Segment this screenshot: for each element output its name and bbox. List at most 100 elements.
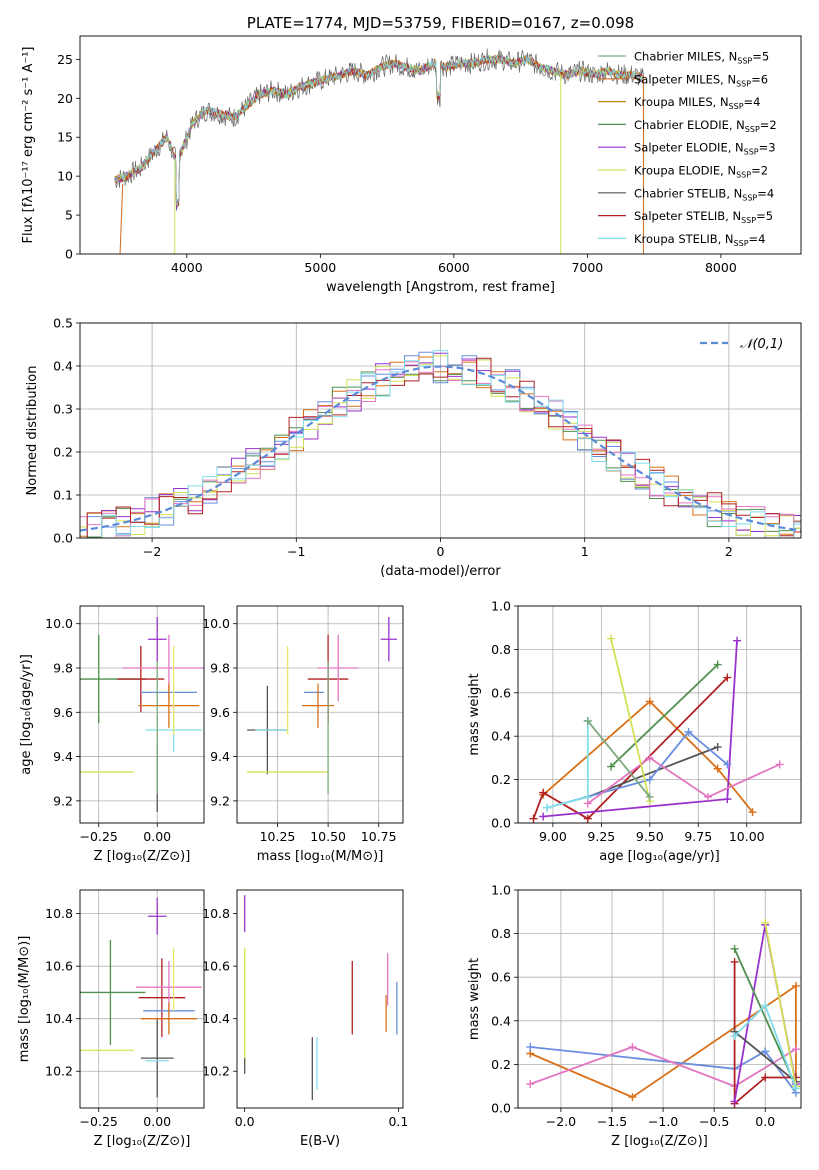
age-weight-point-marker bbox=[607, 634, 616, 643]
spectrum-title: PLATE=1774, MJD=53759, FIBERID=0167, z=0… bbox=[247, 14, 634, 32]
residual-histogram-series bbox=[80, 356, 801, 538]
spectrum-xlabel: wavelength [Angstrom, rest frame] bbox=[326, 280, 555, 295]
legend-text: Kroupa STELIB, N bbox=[634, 232, 734, 246]
z-weight-point-marker bbox=[628, 1093, 637, 1102]
z-mass-ytick-label: 10.2 bbox=[45, 1064, 73, 1079]
age-weight-point-marker bbox=[583, 717, 592, 726]
normal-legend-label: 𝒩(0,1) bbox=[740, 337, 783, 352]
residual-histogram-series bbox=[80, 351, 801, 538]
z-weight-xtick-label: −1.5 bbox=[597, 1114, 627, 1129]
z-weight-point-marker bbox=[526, 1080, 535, 1089]
residuals-ytick-label: 0.5 bbox=[53, 316, 73, 331]
z-weight-series-line bbox=[529, 1046, 797, 1088]
legend-subscript: SSP bbox=[734, 239, 749, 248]
z-age-ytick-label: 9.2 bbox=[53, 793, 73, 808]
spectrum-ylabel: Flux [fλ10⁻¹⁷ erg cm⁻² s⁻¹ A⁻¹] bbox=[21, 47, 36, 244]
age-weight-series-line bbox=[543, 640, 738, 818]
spectrum-xtick-label: 5000 bbox=[304, 260, 336, 275]
age-weight-point-marker bbox=[775, 760, 784, 769]
age-weight-ytick-label: 0.6 bbox=[491, 685, 511, 700]
age-weight-point-marker bbox=[723, 760, 732, 769]
spectrum-xtick-label: 4000 bbox=[171, 260, 203, 275]
residual-histogram-series bbox=[80, 357, 801, 538]
age-weight-point-marker bbox=[733, 636, 742, 645]
spectrum-series-line bbox=[114, 54, 644, 207]
residuals-plot-area bbox=[80, 350, 801, 538]
legend-suffix: =4 bbox=[757, 186, 774, 200]
legend-text: Kroupa MILES, N bbox=[634, 95, 729, 109]
spectrum-ytick-label: 5 bbox=[65, 208, 73, 223]
age-weight-point-marker bbox=[543, 803, 552, 812]
age-weight-ytick-label: 1.0 bbox=[491, 599, 511, 614]
z-weight-point-marker bbox=[730, 1097, 739, 1106]
age-weight-ylabel: mass weight bbox=[467, 673, 482, 755]
ebv-mass-frame bbox=[236, 889, 404, 1109]
age-weight-point-marker bbox=[703, 792, 712, 801]
spectrum-legend-label: Kroupa STELIB, NSSP=4 bbox=[634, 232, 765, 248]
legend-text: Salpeter ELODIE, N bbox=[634, 141, 744, 155]
legend-subscript: SSP bbox=[736, 79, 751, 88]
z-weight-point-marker bbox=[526, 1042, 535, 1051]
z-age-ytick-label: 9.4 bbox=[53, 749, 73, 764]
z-age-ytick-label: 10.0 bbox=[45, 616, 73, 631]
residuals-xtick-label: −1 bbox=[287, 544, 305, 559]
spectrum-ytick-label: 15 bbox=[57, 130, 73, 145]
legend-suffix: =2 bbox=[760, 118, 777, 132]
age-weight-series-line bbox=[610, 638, 651, 802]
z-weight-point-marker bbox=[791, 1045, 800, 1054]
age-weight-point-marker bbox=[713, 743, 722, 752]
spectrum-legend-label: Salpeter ELODIE, NSSP=3 bbox=[634, 141, 776, 157]
mass-age-xtick-label: 10.75 bbox=[361, 829, 397, 844]
z-weight-point-marker bbox=[791, 981, 800, 990]
z-weight-point-marker bbox=[761, 1073, 770, 1082]
age-weight-xtick-label: 9.00 bbox=[539, 829, 567, 844]
residuals-ytick-label: 0.0 bbox=[53, 531, 73, 546]
age-weight-point-marker bbox=[583, 799, 592, 808]
legend-subscript: SSP bbox=[729, 102, 744, 111]
age-weight-xtick-label: 9.50 bbox=[636, 829, 664, 844]
age-weight-ytick-label: 0.2 bbox=[491, 772, 511, 787]
z-age-plot-area bbox=[80, 617, 204, 812]
spectrum-series-line bbox=[119, 183, 124, 254]
age-weight-point-marker bbox=[713, 764, 722, 773]
age-weight-xlabel: age [log₁₀(age/yr)] bbox=[599, 849, 720, 864]
residuals-xtick-label: 1 bbox=[581, 544, 589, 559]
legend-text: Chabrier ELODIE, N bbox=[634, 118, 745, 132]
age-weight-point-marker bbox=[645, 753, 654, 762]
z-weight-ylabel: mass weight bbox=[467, 958, 482, 1040]
z-age-frame bbox=[79, 605, 205, 824]
z-weight-series-line bbox=[529, 984, 797, 1099]
ebv-mass-ytick-label: 10.4 bbox=[202, 1011, 230, 1026]
ebv-mass-ytick-label: 10.8 bbox=[202, 906, 230, 921]
age-weight-point-marker bbox=[748, 808, 757, 817]
z-age-ytick-label: 9.6 bbox=[53, 705, 73, 720]
age-weight-panel: 9.00 9.25 9.50 9.75 10.00 0.0 0.2 0.4 0.6 0.8 1.0 a… bbox=[467, 599, 802, 864]
z-weight-plot-area bbox=[526, 918, 800, 1108]
z-weight-series-line bbox=[764, 922, 797, 1087]
age-weight-xtick-label: 9.75 bbox=[684, 829, 712, 844]
spectrum-legend-label: Chabrier MILES, NSSP=5 bbox=[634, 50, 769, 66]
z-weight-point-marker bbox=[761, 1001, 770, 1010]
z-weight-point-marker bbox=[730, 1032, 739, 1041]
ebv-mass-xlabel: E(B-V) bbox=[300, 1134, 340, 1149]
age-weight-point-marker bbox=[529, 814, 538, 823]
legend-subscript: SSP bbox=[742, 193, 757, 202]
z-weight-panel: −2.0 −1.5 −1.0 −0.5 0.0 0.0 0.2 0.4 0.6 0.8 1.0 Z [… bbox=[467, 883, 802, 1149]
normal-reference-curve bbox=[80, 365, 801, 532]
spectrum-series-line bbox=[114, 54, 644, 211]
z-mass-ytick-label: 10.6 bbox=[45, 959, 73, 974]
spectrum-legend-label: Kroupa ELODIE, NSSP=2 bbox=[634, 164, 768, 180]
spectrum-legend-label: Chabrier ELODIE, NSSP=2 bbox=[634, 118, 777, 134]
z-weight-ytick-label: 0.8 bbox=[491, 926, 511, 941]
legend-text: Salpeter STELIB, N bbox=[634, 209, 741, 223]
spectrum-legend-label: Chabrier STELIB, NSSP=4 bbox=[634, 186, 774, 202]
z-mass-ytick-label: 10.8 bbox=[45, 906, 73, 921]
z-weight-point-marker bbox=[628, 1042, 637, 1051]
ebv-mass-xtick-label: 0.1 bbox=[388, 1114, 408, 1129]
age-weight-ytick-label: 0.8 bbox=[491, 642, 511, 657]
age-weight-point-marker bbox=[723, 795, 732, 804]
mass-age-xtick-label: 10.50 bbox=[310, 829, 346, 844]
spectrum-series-line bbox=[114, 55, 644, 211]
z-weight-frame bbox=[517, 889, 802, 1109]
spectrum-ytick-label: 25 bbox=[57, 52, 73, 67]
